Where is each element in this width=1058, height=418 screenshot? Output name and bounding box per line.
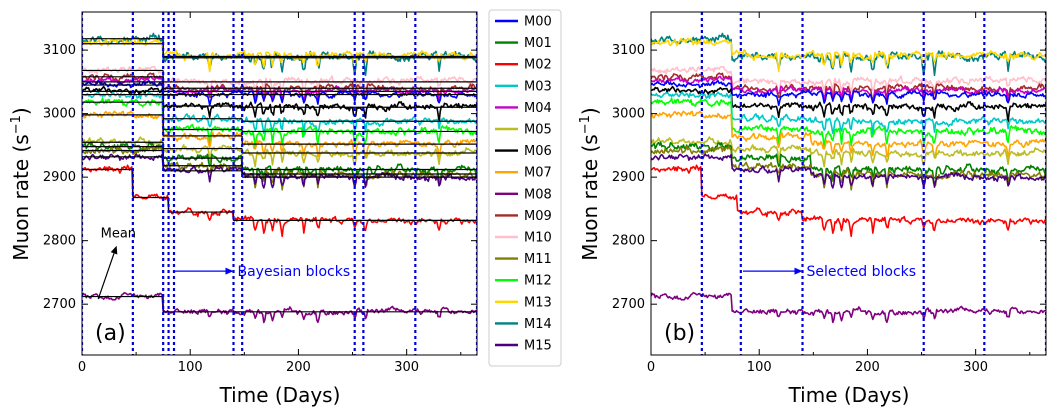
plot-frame-a: [81, 11, 478, 356]
x-ticks-a: 0 100 200 300: [78, 12, 462, 375]
series-line-m07-b: [651, 110, 1046, 158]
mean-arrow: [97, 253, 115, 300]
annotations-a: Bayesian blocks Mean: [97, 227, 351, 300]
panel-a: 0 100 200 300 2700 2800 2900 3000 3100 (a) Time…: [9, 11, 478, 407]
series-line-m04-b: [651, 75, 1046, 103]
x-axis-title-a: Time (Days): [219, 383, 341, 407]
x-tick-label-a-300: 300: [394, 360, 419, 375]
y-axis-title-b: Muon rate (s−1): [578, 107, 602, 260]
legend-label-m03: M03: [524, 79, 552, 94]
y-tick-label-b-2700: 2700: [612, 297, 645, 312]
legend-label-m12: M12: [524, 274, 552, 289]
legend-label-m01: M01: [524, 36, 552, 51]
x-tick-label-b-300: 300: [963, 360, 988, 375]
x-tick-label-a-200: 200: [286, 360, 311, 375]
mean-levels-group-a: [82, 38, 477, 313]
series-line-m12-a: [82, 97, 477, 149]
series-group-b: [651, 32, 1046, 324]
legend-label-m13: M13: [524, 295, 552, 310]
series-line-m02-b: [651, 164, 1046, 238]
y-tick-label-a-2900: 2900: [43, 170, 76, 185]
legend-label-m06: M06: [524, 144, 552, 159]
series-line-m01-b: [651, 141, 1046, 189]
panel-label-b: (b): [664, 321, 695, 346]
legend-label-m04: M04: [524, 101, 552, 116]
mean-arrow-head: [110, 245, 118, 255]
series-line-m03-a: [82, 91, 477, 137]
y-ticks-a: 2700 2800 2900 3000 3100: [43, 43, 477, 312]
y-axis-title-sup-a: −1: [9, 115, 24, 134]
series-line-m00-b: [651, 80, 1046, 107]
y-axis-title-a: Muon rate (s−1): [9, 107, 33, 260]
y-ticks-b: 2700 2800 2900 3000 3100: [612, 43, 1046, 312]
legend-label-m14: M14: [524, 317, 552, 332]
selected-blocks-label: Selected blocks: [807, 264, 917, 280]
panel-label-a: (a): [95, 321, 126, 346]
series-line-m06-a: [82, 85, 477, 123]
x-tick-label-b-100: 100: [747, 360, 772, 375]
legend-label-m10: M10: [524, 231, 552, 246]
series-line-m06-b: [651, 85, 1046, 123]
legend: M00 M01 M02 M03 M04 M05 M06 M07 M08 M09 M10 M11 M12 M…: [488, 9, 562, 367]
x-ticks-b: 0 100 200 300: [647, 12, 1031, 375]
legend-frame: [488, 9, 562, 367]
y-tick-label-b-2900: 2900: [612, 170, 645, 185]
series-line-m03-b: [651, 91, 1046, 137]
mean-label: Mean: [101, 227, 136, 242]
series-line-m11-b: [651, 145, 1046, 191]
legend-label-m02: M02: [524, 58, 552, 73]
selected-arrow-head: [794, 267, 803, 275]
series-line-m08-b: [651, 291, 1046, 324]
x-axis-title-b: Time (Days): [788, 383, 910, 407]
x-tick-label-a-0: 0: [78, 360, 86, 375]
y-axis-title-suffix-b: ): [578, 107, 602, 115]
bayesian-arrow-head: [225, 267, 234, 275]
series-line-m10-b: [651, 65, 1046, 97]
y-tick-label-a-2800: 2800: [43, 234, 76, 249]
legend-label-m15: M15: [524, 339, 552, 354]
legend-label-m05: M05: [524, 123, 552, 138]
series-line-m10-a: [82, 65, 477, 97]
series-line-m12-b: [651, 97, 1046, 149]
y-axis-title-sup-b: −1: [578, 115, 593, 134]
panel-b: 0 100 200 300 2700 2800 2900 3000 3100 (b) Time…: [578, 11, 1047, 407]
x-tick-label-b-0: 0: [647, 360, 655, 375]
plot-area-b: [651, 12, 1046, 355]
series-line-m13-b: [651, 37, 1046, 73]
legend-label-m09: M09: [524, 209, 552, 224]
series-line-m07-a: [82, 110, 477, 158]
plot-area-a: [82, 12, 477, 355]
y-tick-label-a-2700: 2700: [43, 297, 76, 312]
plot-frame-b: [650, 11, 1047, 356]
y-axis-title-prefix-b: Muon rate (s: [578, 134, 602, 260]
y-tick-label-a-3000: 3000: [43, 107, 76, 122]
x-tick-label-b-200: 200: [855, 360, 880, 375]
series-line-m15-b: [651, 153, 1046, 189]
y-tick-label-b-3100: 3100: [612, 43, 645, 58]
x-tick-label-a-100: 100: [178, 360, 203, 375]
legend-label-m07: M07: [524, 166, 552, 181]
y-axis-title-suffix-a: ): [9, 107, 33, 115]
bayesian-blocks-label: Bayesian blocks: [238, 264, 351, 280]
legend-label-m08: M08: [524, 187, 552, 202]
legend-label-m11: M11: [524, 252, 552, 267]
legend-label-m00: M00: [524, 15, 552, 30]
y-axis-title-prefix-a: Muon rate (s: [9, 134, 33, 260]
y-tick-label-b-2800: 2800: [612, 234, 645, 249]
annotations-b: Selected blocks: [742, 264, 917, 280]
y-tick-label-b-3000: 3000: [612, 107, 645, 122]
y-tick-label-a-3100: 3100: [43, 43, 76, 58]
legend-entries: M00 M01 M02 M03 M04 M05 M06 M07 M08 M09 M10 M11 M12 M…: [495, 15, 552, 354]
series-line-m05-b: [651, 136, 1046, 168]
